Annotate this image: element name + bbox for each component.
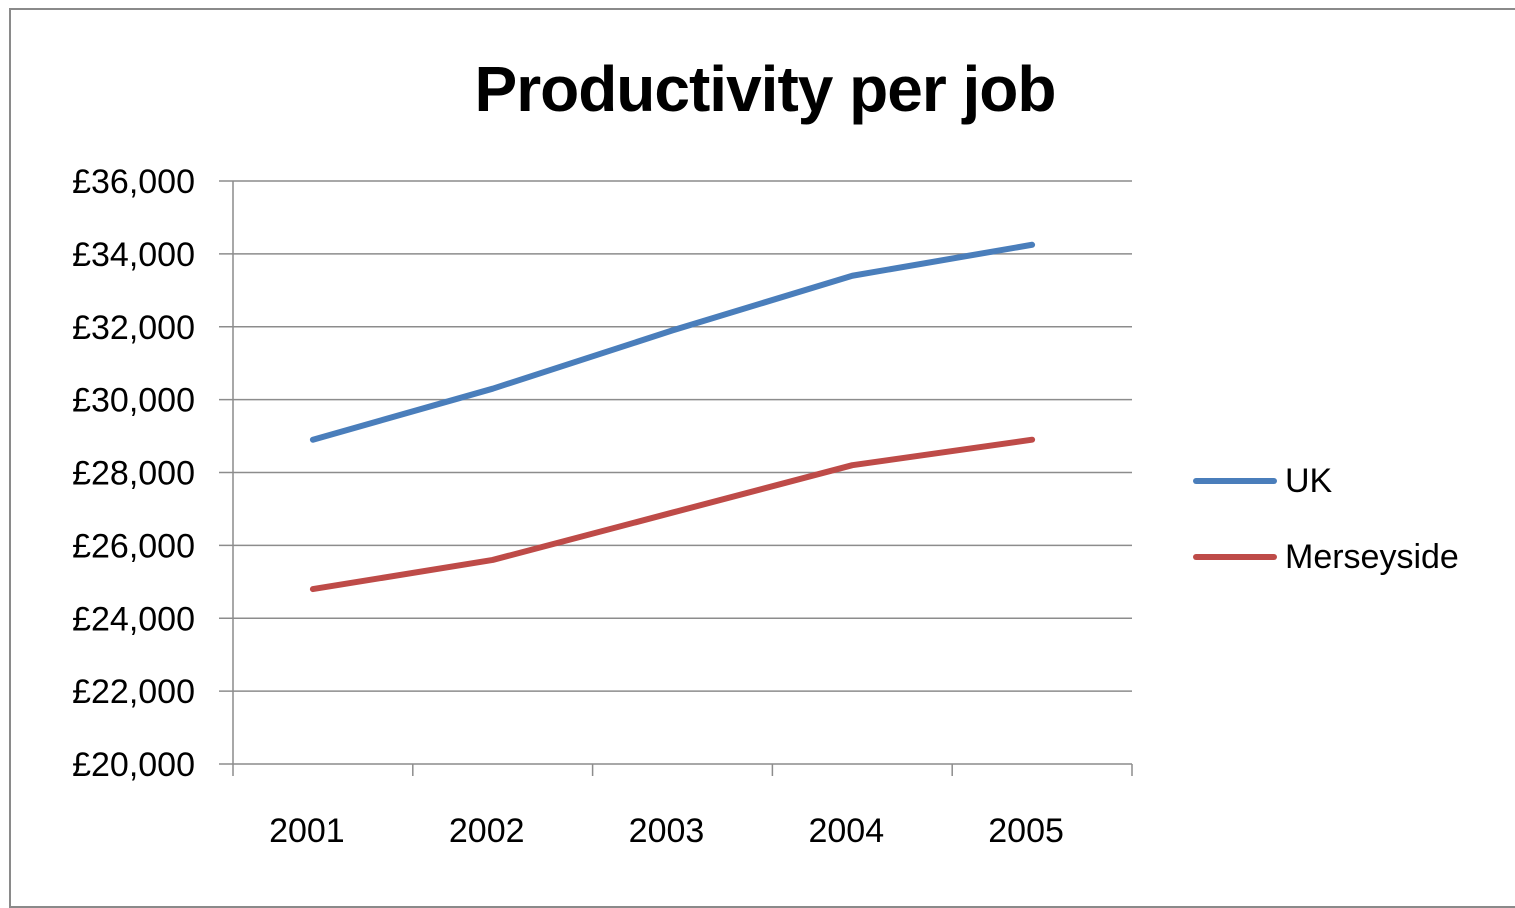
y-tick-label: £20,000 [72,746,195,784]
x-tick-label: 2004 [808,812,884,850]
axes [219,181,1132,776]
legend: UK Merseyside [1193,458,1459,610]
x-tick-label: 2002 [449,812,525,850]
gridlines [233,181,1132,691]
legend-swatch-merseyside [1193,554,1277,560]
legend-label-uk: UK [1285,462,1332,501]
legend-item-uk: UK [1193,458,1459,504]
y-tick-label: £30,000 [72,382,195,420]
legend-swatch-uk [1193,478,1277,484]
y-tick-label: £24,000 [72,600,195,638]
series-line-uk [313,245,1032,440]
x-tick-label: 2003 [629,812,705,850]
y-tick-label: £22,000 [72,673,195,711]
series-lines [313,245,1032,589]
y-tick-label: £34,000 [72,236,195,274]
x-tick-label: 2005 [988,812,1064,850]
y-tick-label: £26,000 [72,527,195,565]
y-axis-tick-labels: £20,000 £22,000 £24,000 £26,000 £28,000 £30,0… [72,163,195,784]
legend-item-merseyside: Merseyside [1193,534,1459,580]
series-line-merseyside [313,440,1032,589]
x-axis-tick-labels: 2001 2002 2003 2004 2005 [269,812,1064,850]
y-tick-label: £32,000 [72,309,195,347]
y-tick-label: £28,000 [72,455,195,493]
legend-label-merseyside: Merseyside [1285,538,1459,577]
y-tick-label: £36,000 [72,163,195,201]
x-tick-label: 2001 [269,812,345,850]
